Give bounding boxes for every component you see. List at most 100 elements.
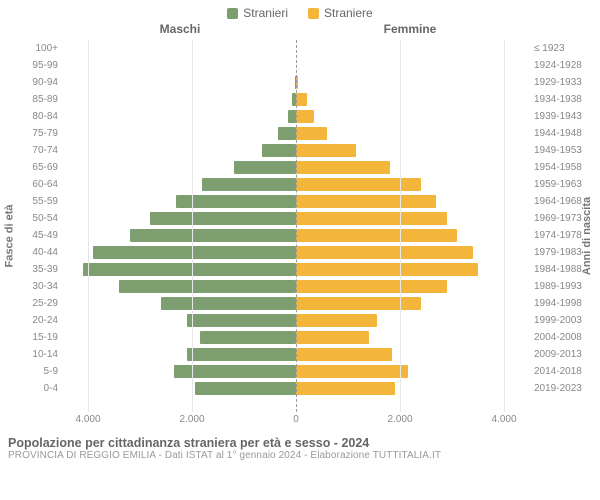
y-axis-label-left: Fasce di età: [3, 205, 15, 268]
year-tick: 1949-1953: [534, 142, 596, 159]
x-tick-label: 4.000: [491, 414, 516, 425]
legend-male: Stranieri: [227, 6, 288, 20]
pyramid-row: [62, 295, 530, 312]
pyramid-row: [62, 346, 530, 363]
chart-title: Popolazione per cittadinanza straniera p…: [8, 436, 592, 450]
age-tick: 30-34: [4, 278, 58, 295]
year-tick: 1989-1993: [534, 278, 596, 295]
pyramid-row: [62, 244, 530, 261]
pyramid-row: [62, 57, 530, 74]
bar-male: [83, 263, 296, 276]
pyramid-row: [62, 261, 530, 278]
pyramid-row: [62, 227, 530, 244]
bar-male: [202, 178, 296, 191]
year-tick: 1934-1938: [534, 91, 596, 108]
pyramid-row: [62, 193, 530, 210]
pyramid-row: [62, 125, 530, 142]
bar-female: [296, 263, 478, 276]
year-tick: 2004-2008: [534, 329, 596, 346]
bar-female: [296, 110, 314, 123]
legend-female: Straniere: [308, 6, 373, 20]
pyramid-row: [62, 363, 530, 380]
chart-footer: Popolazione per cittadinanza straniera p…: [0, 430, 600, 461]
age-tick: 65-69: [4, 159, 58, 176]
bar-male: [187, 314, 296, 327]
pyramid-row: [62, 108, 530, 125]
age-tick: 70-74: [4, 142, 58, 159]
bar-female: [296, 246, 473, 259]
pyramid-row: [62, 74, 530, 91]
legend-male-label: Stranieri: [243, 6, 288, 20]
column-headers: Maschi Femmine: [0, 22, 600, 40]
age-tick: 95-99: [4, 57, 58, 74]
bar-female: [296, 297, 421, 310]
chart-subtitle: PROVINCIA DI REGGIO EMILIA - Dati ISTAT …: [8, 450, 592, 461]
age-tick: 0-4: [4, 380, 58, 397]
x-tick-label: 2.000: [387, 414, 412, 425]
pyramid-row: [62, 210, 530, 227]
age-tick: 100+: [4, 40, 58, 57]
pyramid-row: [62, 142, 530, 159]
year-tick: 1929-1933: [534, 74, 596, 91]
year-tick: 1954-1958: [534, 159, 596, 176]
bar-male: [93, 246, 296, 259]
age-tick: 80-84: [4, 108, 58, 125]
bar-male: [176, 195, 296, 208]
age-tick: 75-79: [4, 125, 58, 142]
bars-area: 4.0002.00002.0004.000: [62, 40, 530, 430]
bar-female: [296, 365, 408, 378]
pyramid-row: [62, 159, 530, 176]
pyramid-row: [62, 329, 530, 346]
age-tick: 5-9: [4, 363, 58, 380]
pyramid-row: [62, 176, 530, 193]
bar-male: [187, 348, 296, 361]
age-tick: 90-94: [4, 74, 58, 91]
legend-female-swatch: [308, 8, 319, 19]
year-tick: 2014-2018: [534, 363, 596, 380]
bar-male: [262, 144, 296, 157]
x-tick-label: 2.000: [179, 414, 204, 425]
year-tick: 1924-1928: [534, 57, 596, 74]
bar-female: [296, 93, 307, 106]
bar-male: [288, 110, 296, 123]
bar-female: [296, 229, 457, 242]
x-tick-label: 0: [293, 414, 299, 425]
age-tick: 25-29: [4, 295, 58, 312]
y-axis-label-right: Anni di nascita: [581, 197, 593, 275]
bar-male: [161, 297, 296, 310]
bar-male: [174, 365, 296, 378]
bar-female: [296, 144, 356, 157]
year-tick: 1994-1998: [534, 295, 596, 312]
pyramid-row: [62, 278, 530, 295]
header-male: Maschi: [65, 22, 295, 36]
bar-female: [296, 127, 327, 140]
bar-female: [296, 161, 390, 174]
age-tick: 60-64: [4, 176, 58, 193]
bar-male: [200, 331, 296, 344]
year-tick: 1944-1948: [534, 125, 596, 142]
bar-female: [296, 348, 392, 361]
age-tick: 85-89: [4, 91, 58, 108]
age-tick: 20-24: [4, 312, 58, 329]
bar-male: [119, 280, 296, 293]
bar-female: [296, 280, 447, 293]
bar-male: [234, 161, 296, 174]
bar-male: [130, 229, 296, 242]
age-tick: 15-19: [4, 329, 58, 346]
bar-female: [296, 314, 377, 327]
age-tick: 10-14: [4, 346, 58, 363]
header-female: Femmine: [295, 22, 525, 36]
year-tick: 2009-2013: [534, 346, 596, 363]
x-axis: 4.0002.00002.0004.000: [62, 414, 530, 430]
pyramid-row: [62, 40, 530, 57]
legend-male-swatch: [227, 8, 238, 19]
bar-female: [296, 76, 298, 89]
bar-male: [278, 127, 296, 140]
year-tick: 1959-1963: [534, 176, 596, 193]
year-tick: ≤ 1923: [534, 40, 596, 57]
bar-female: [296, 331, 369, 344]
year-tick: 1939-1943: [534, 108, 596, 125]
bar-male: [195, 382, 296, 395]
pyramid-row: [62, 380, 530, 397]
bar-female: [296, 178, 421, 191]
